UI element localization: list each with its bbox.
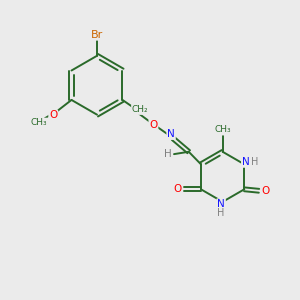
- Text: CH₃: CH₃: [214, 125, 231, 134]
- Text: N: N: [242, 157, 250, 167]
- Text: H: H: [251, 157, 258, 167]
- Text: O: O: [149, 120, 158, 130]
- Text: N: N: [217, 199, 225, 209]
- Text: H: H: [164, 149, 172, 159]
- Text: N: N: [167, 129, 175, 139]
- Text: Br: Br: [91, 30, 103, 40]
- Text: O: O: [49, 110, 57, 120]
- Text: CH₃: CH₃: [31, 118, 47, 127]
- Text: CH₂: CH₂: [132, 105, 148, 114]
- Text: H: H: [218, 208, 225, 218]
- Text: O: O: [173, 184, 181, 194]
- Text: O: O: [261, 186, 270, 196]
